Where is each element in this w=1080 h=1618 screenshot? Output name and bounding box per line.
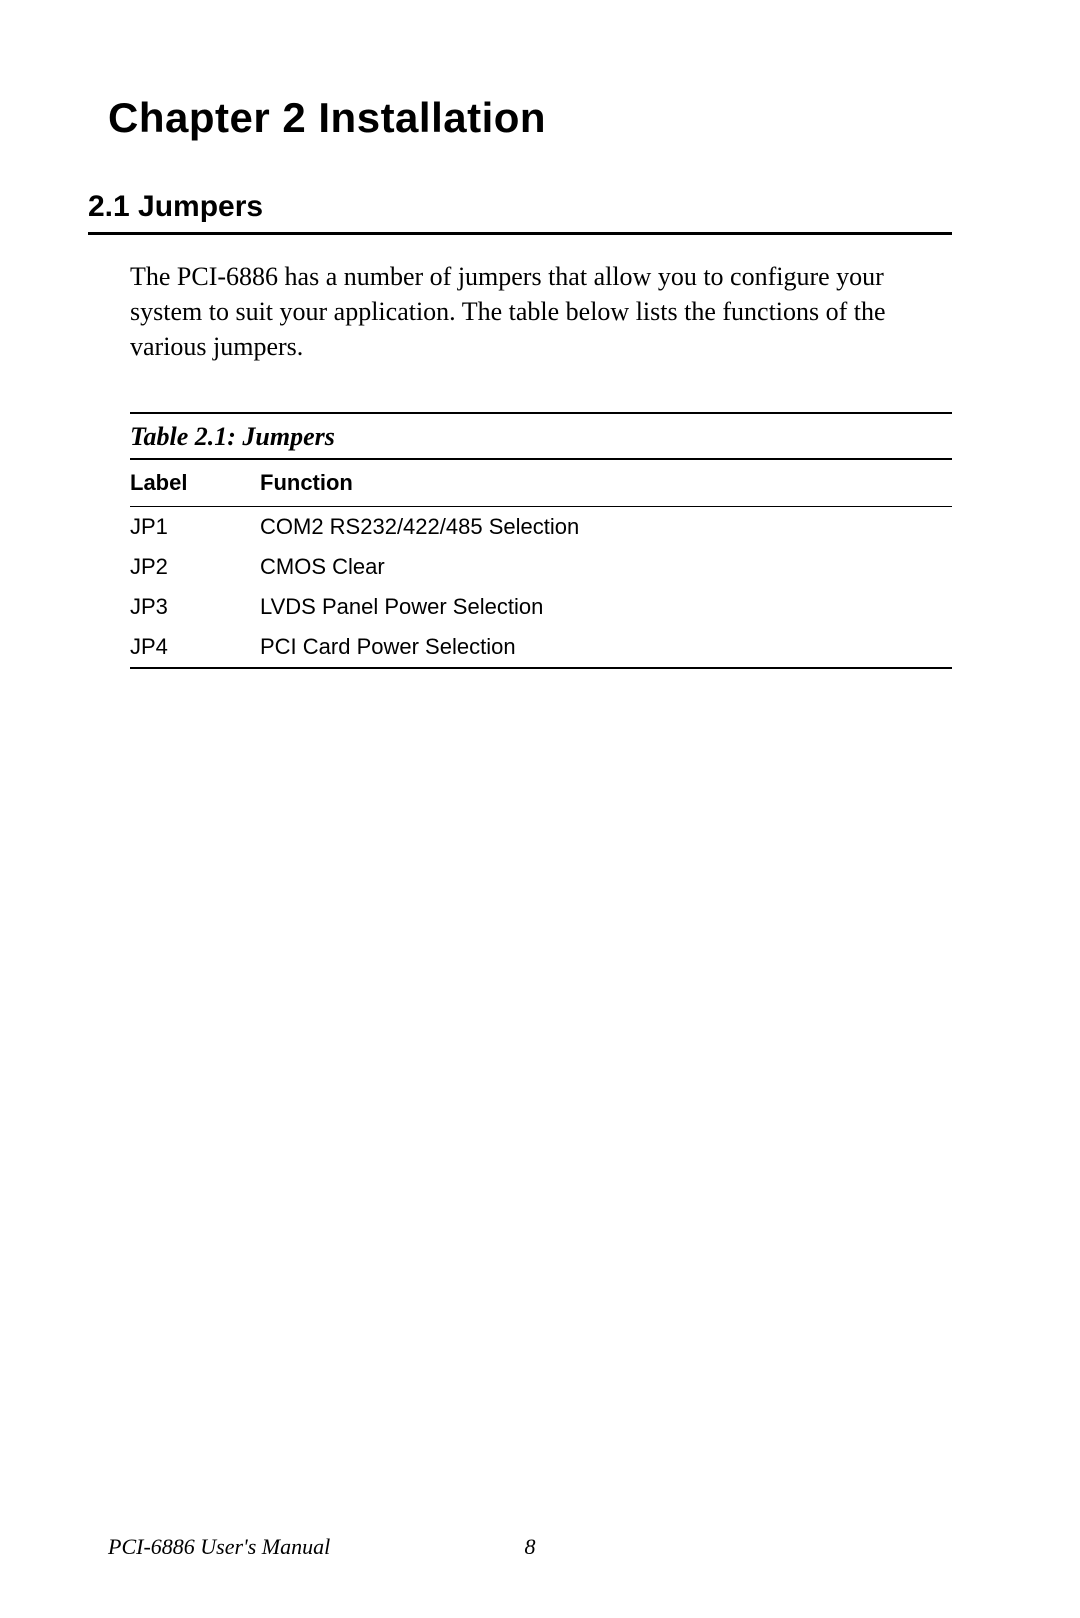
page-footer: PCI-6886 User's Manual 8 [108, 1534, 952, 1560]
section-underline [88, 232, 952, 235]
chapter-title: Chapter 2 Installation [108, 94, 952, 142]
table-bottom-rule [130, 667, 952, 669]
jumpers-table: Label Function JP1 COM2 RS232/422/485 Se… [130, 460, 952, 667]
table-cell-label: JP2 [130, 547, 260, 587]
section-title: 2.1 Jumpers [88, 190, 952, 232]
table-header-row: Label Function [130, 460, 952, 507]
table-cell-function: LVDS Panel Power Selection [260, 587, 952, 627]
table-cell-function: COM2 RS232/422/485 Selection [260, 507, 952, 548]
footer-page-number: 8 [525, 1534, 536, 1560]
table-cell-function: PCI Card Power Selection [260, 627, 952, 667]
table-row: JP1 COM2 RS232/422/485 Selection [130, 507, 952, 548]
table-caption: Table 2.1: Jumpers [130, 422, 952, 458]
section: 2.1 Jumpers The PCI-6886 has a number of… [108, 190, 952, 364]
jumpers-table-container: Table 2.1: Jumpers Label Function JP1 CO… [130, 412, 952, 669]
table-cell-label: JP1 [130, 507, 260, 548]
table-header-label: Label [130, 460, 260, 507]
table-cell-label: JP4 [130, 627, 260, 667]
table-row: JP4 PCI Card Power Selection [130, 627, 952, 667]
table-row: JP3 LVDS Panel Power Selection [130, 587, 952, 627]
table-row: JP2 CMOS Clear [130, 547, 952, 587]
table-cell-function: CMOS Clear [260, 547, 952, 587]
table-cell-label: JP3 [130, 587, 260, 627]
table-header-function: Function [260, 460, 952, 507]
table-top-rule [130, 412, 952, 414]
footer-manual-title: PCI-6886 User's Manual [108, 1534, 330, 1560]
section-body-text: The PCI-6886 has a number of jumpers tha… [130, 259, 952, 364]
